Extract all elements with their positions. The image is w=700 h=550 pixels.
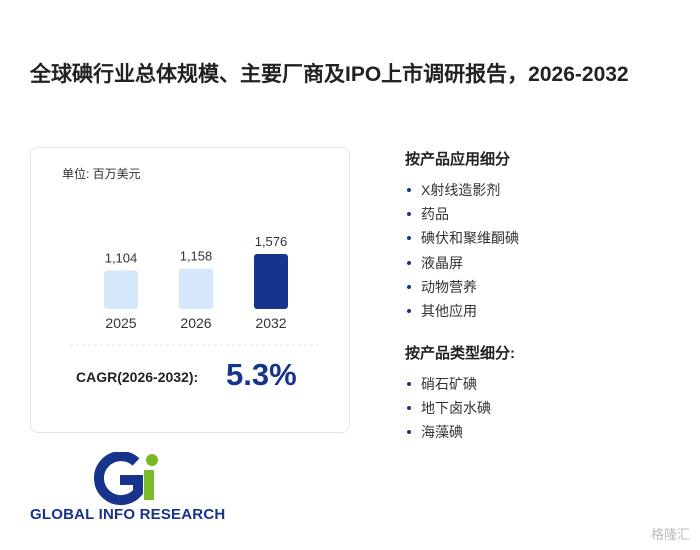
x-tick-label: 2026	[180, 315, 211, 331]
logo-i	[144, 470, 154, 500]
type-section: 按产品类型细分: 硝石矿碘 地下卤水碘 海藻碘	[405, 342, 515, 445]
cagr-label: CAGR(2026-2032):	[76, 369, 199, 385]
value-label: 1,158	[180, 249, 213, 264]
list-item: 其他应用	[405, 299, 519, 323]
list-item: 地下卤水碘	[405, 396, 515, 420]
chart: 1,104 2025 1,158 2026 1,576 2032	[70, 234, 320, 346]
bar	[179, 268, 213, 309]
logo-text: GLOBAL INFO RESEARCH	[30, 506, 226, 523]
bar	[254, 254, 288, 309]
list: 硝石矿碘 地下卤水碘 海藻碘	[405, 372, 515, 445]
value-label: 1,104	[105, 250, 138, 265]
section-heading: 按产品类型细分:	[405, 345, 515, 362]
logo-dot	[146, 454, 158, 466]
section-heading: 按产品应用细分	[405, 151, 511, 168]
card	[30, 147, 350, 433]
unit: 单位: 百万美元	[62, 167, 141, 181]
bar	[104, 270, 138, 309]
application-section: 按产品应用细分 X射线造影剂 药品 碘伏和聚维酮碘 液晶屏 动物营养 其他应用	[405, 148, 519, 323]
watermark: 格隆汇	[650, 527, 690, 542]
list-item: 硝石矿碘	[405, 372, 515, 396]
list-item: X射线造影剂	[405, 178, 519, 202]
logo-mark	[93, 452, 158, 506]
list-item: 碘伏和聚维酮碘	[405, 226, 519, 250]
list: X射线造影剂 药品 碘伏和聚维酮碘 液晶屏 动物营养 其他应用	[405, 178, 519, 323]
value-label: 1,576	[255, 234, 288, 249]
list-item: 液晶屏	[405, 251, 519, 275]
x-tick-label: 2032	[255, 315, 286, 331]
x-tick-label: 2025	[105, 315, 136, 331]
logo-g	[93, 452, 143, 506]
list-item: 海藻碘	[405, 420, 515, 444]
cagr-value: 5.3%	[226, 357, 297, 392]
list-item: 药品	[405, 202, 519, 226]
title: 全球碘行业总体规模、主要厂商及IPO上市调研报告，2026-2032	[30, 63, 629, 86]
list-item: 动物营养	[405, 275, 519, 299]
